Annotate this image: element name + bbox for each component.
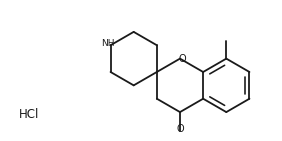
Text: O: O xyxy=(178,54,186,64)
Text: HCl: HCl xyxy=(19,108,39,121)
Text: O: O xyxy=(176,124,184,134)
Text: NH: NH xyxy=(101,39,114,48)
